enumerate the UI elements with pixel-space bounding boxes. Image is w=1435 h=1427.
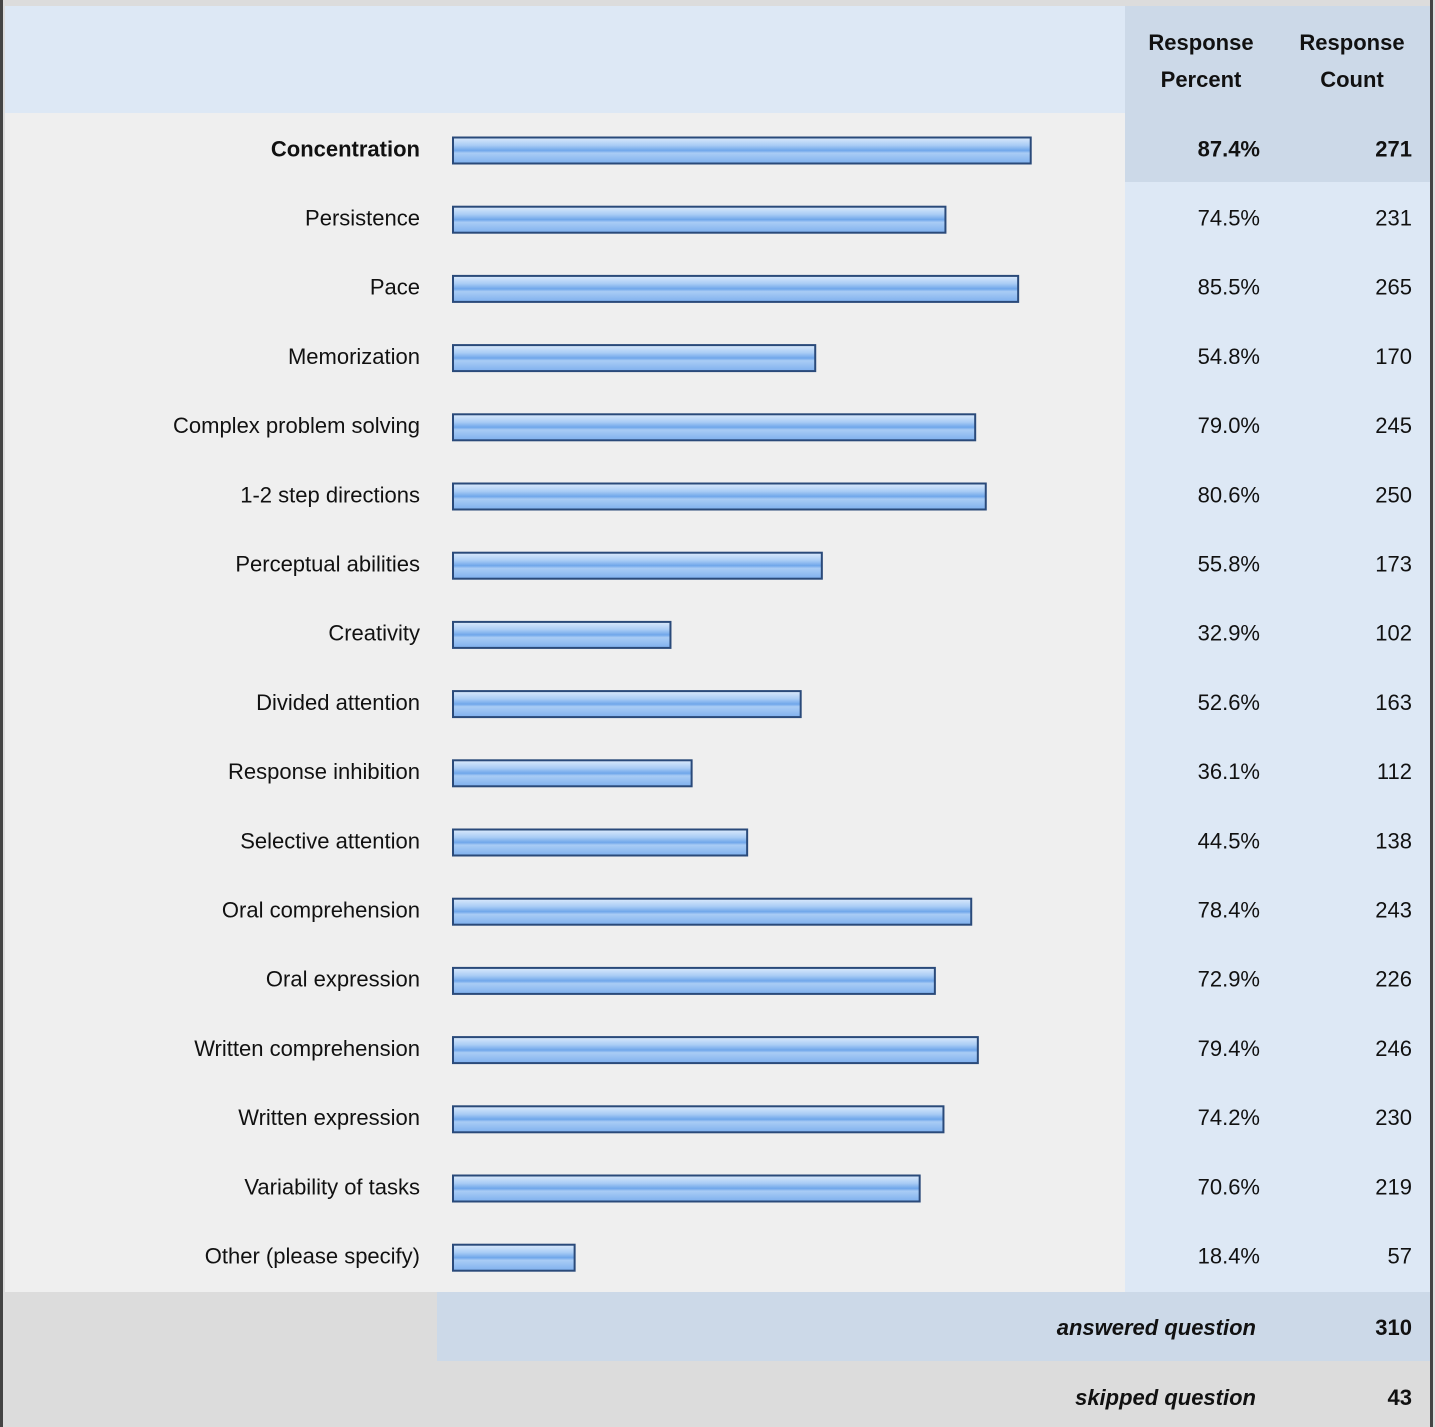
row-label: Written comprehension — [194, 1036, 420, 1061]
count-label: 170 — [1375, 344, 1412, 369]
bar — [452, 966, 936, 995]
header-count: Response Count — [1299, 30, 1404, 92]
row-label: Selective attention — [240, 828, 420, 853]
header-percent: Response Percent — [1148, 30, 1253, 92]
bar — [452, 1105, 945, 1134]
percent-label: 79.4% — [1198, 1036, 1260, 1061]
percent-label: 55.8% — [1198, 552, 1260, 577]
percent-label: 74.5% — [1198, 206, 1260, 231]
percent-label: 78.4% — [1198, 898, 1260, 923]
bar — [452, 828, 749, 857]
row-label: Concentration — [271, 136, 420, 161]
count-label: 250 — [1375, 482, 1412, 507]
bar — [452, 620, 672, 649]
percent-label: 85.5% — [1198, 275, 1260, 300]
bar — [452, 897, 973, 926]
count-label: 265 — [1375, 275, 1412, 300]
percent-label: 18.4% — [1198, 1244, 1260, 1269]
percent-label: 79.0% — [1198, 413, 1260, 438]
percent-label: 87.4% — [1198, 136, 1260, 161]
row-label: Oral expression — [266, 967, 420, 992]
percent-label: 70.6% — [1198, 1174, 1260, 1199]
percent-label: 74.2% — [1198, 1105, 1260, 1130]
row-label: Perceptual abilities — [235, 552, 420, 577]
header-bg — [5, 6, 1125, 113]
bar — [452, 136, 1032, 165]
row-label: Creativity — [328, 621, 420, 646]
cols-bg — [1125, 113, 1430, 1292]
count-label: 138 — [1375, 828, 1412, 853]
row-label: Written expression — [238, 1105, 420, 1130]
percent-label: 54.8% — [1198, 344, 1260, 369]
count-label: 173 — [1375, 552, 1412, 577]
bar — [452, 205, 947, 234]
skipped-count: 43 — [1388, 1385, 1412, 1410]
answered-bg — [437, 1292, 1430, 1361]
percent-label: 80.6% — [1198, 482, 1260, 507]
bar — [452, 1036, 979, 1065]
count-label: 231 — [1375, 206, 1412, 231]
bar — [452, 551, 823, 580]
count-label: 243 — [1375, 898, 1412, 923]
bar — [452, 413, 977, 442]
percent-label: 52.6% — [1198, 690, 1260, 715]
count-label: 102 — [1375, 621, 1412, 646]
count-label: 163 — [1375, 690, 1412, 715]
highlight-bg — [1125, 113, 1430, 182]
count-label: 226 — [1375, 967, 1412, 992]
count-label: 112 — [1377, 759, 1412, 784]
row-label: Response inhibition — [228, 759, 420, 784]
header-col-bg — [1125, 6, 1430, 113]
count-label: 57 — [1388, 1244, 1412, 1269]
row-label: Complex problem solving — [173, 413, 420, 438]
percent-label: 32.9% — [1198, 621, 1260, 646]
answered-count: 310 — [1375, 1315, 1412, 1340]
bar — [452, 482, 987, 511]
bar — [452, 690, 802, 719]
row-label: 1-2 step directions — [240, 482, 420, 507]
row-label: Other (please specify) — [205, 1244, 420, 1269]
count-label: 219 — [1375, 1174, 1412, 1199]
row-label: Persistence — [305, 206, 420, 231]
row-label: Divided attention — [256, 690, 420, 715]
row-label: Oral comprehension — [222, 898, 420, 923]
bar — [452, 1174, 921, 1203]
percent-label: 36.1% — [1198, 759, 1260, 784]
answered-label: answered question — [1057, 1315, 1256, 1340]
row-label: Variability of tasks — [244, 1174, 420, 1199]
count-label: 271 — [1375, 136, 1412, 161]
row-label: Memorization — [288, 344, 420, 369]
bar — [452, 759, 693, 788]
skipped-label: skipped question — [1075, 1385, 1256, 1410]
count-label: 246 — [1375, 1036, 1412, 1061]
percent-label: 72.9% — [1198, 967, 1260, 992]
bar — [452, 344, 817, 373]
row-label: Pace — [370, 275, 420, 300]
bar — [452, 274, 1020, 303]
count-label: 245 — [1375, 413, 1412, 438]
bar — [452, 1243, 576, 1272]
percent-label: 44.5% — [1198, 828, 1260, 853]
count-label: 230 — [1375, 1105, 1412, 1130]
